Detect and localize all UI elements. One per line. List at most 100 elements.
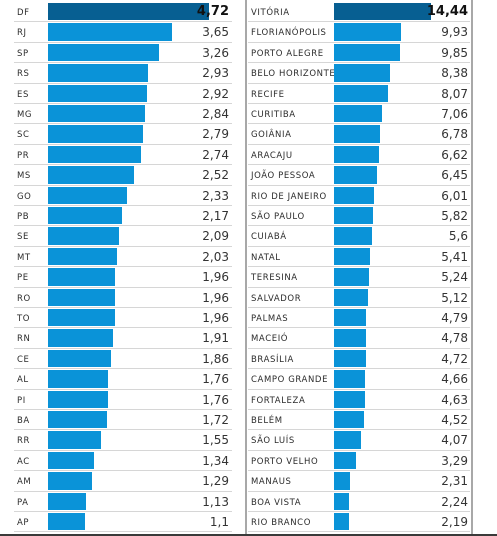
row-separator	[14, 62, 232, 63]
category-label: JOÃO PESSOA	[251, 171, 316, 182]
row-separator	[14, 531, 232, 532]
value-label: 2,79	[202, 127, 229, 142]
bar	[48, 288, 115, 306]
row-separator	[14, 205, 232, 206]
bar	[334, 349, 366, 368]
value-label: 6,45	[441, 168, 468, 183]
bar	[334, 247, 371, 266]
value-label: 1,34	[202, 453, 229, 468]
row-separator	[14, 144, 232, 145]
value-label: 3,65	[202, 25, 229, 40]
value-label: 2,92	[202, 86, 229, 101]
bar	[334, 105, 382, 123]
category-label: MS	[17, 171, 31, 182]
row-separator	[248, 389, 470, 390]
row-separator	[14, 491, 232, 492]
value-label: 6,78	[441, 127, 468, 142]
row-separator	[14, 266, 232, 267]
category-label: FLORIANÓPOLIS	[251, 28, 327, 39]
bar	[48, 370, 108, 388]
category-label: MT	[17, 252, 31, 263]
category-label: AM	[17, 477, 32, 488]
row-separator	[14, 123, 232, 124]
row-separator	[14, 225, 232, 226]
category-label: TERESINA	[251, 273, 298, 284]
row-separator	[248, 62, 470, 63]
value-label: 4,52	[441, 413, 468, 427]
row-separator	[248, 164, 470, 165]
row-separator	[248, 368, 470, 369]
bar	[334, 451, 357, 470]
bottom-border	[0, 534, 497, 536]
value-label: 2,84	[202, 107, 229, 121]
value-label: 2,09	[202, 229, 229, 244]
panel-divider	[245, 0, 247, 536]
category-label: MANAUS	[251, 477, 292, 488]
value-label: 2,31	[441, 474, 468, 489]
row-separator	[248, 103, 470, 104]
bar	[334, 43, 401, 62]
row-separator	[248, 225, 470, 226]
row-separator	[248, 348, 470, 349]
value-label: 1,76	[202, 392, 229, 407]
bar	[334, 125, 380, 143]
bar	[48, 492, 87, 510]
value-label: 4,72	[196, 4, 229, 19]
value-label: 1,91	[202, 331, 229, 346]
bar	[334, 431, 362, 449]
row-separator	[248, 21, 470, 22]
value-label: 1,55	[202, 433, 229, 448]
value-label: 2,52	[202, 168, 229, 183]
row-separator	[248, 123, 470, 124]
value-label: 2,93	[202, 66, 229, 81]
row-separator	[14, 429, 232, 430]
category-label: AP	[17, 518, 30, 528]
bar	[334, 3, 432, 21]
bar	[48, 43, 159, 62]
category-label: PORTO VELHO	[251, 456, 319, 467]
category-label: RJ	[17, 28, 27, 39]
bar	[48, 472, 92, 490]
category-label: TO	[17, 314, 31, 324]
bar	[334, 23, 401, 41]
row-separator	[248, 246, 470, 247]
value-label: 4,72	[441, 351, 468, 366]
bar	[334, 513, 349, 531]
category-label: RIO BRANCO	[251, 518, 311, 528]
row-separator	[14, 185, 232, 186]
category-label: NATAL	[251, 252, 281, 263]
bar	[334, 472, 350, 490]
row-separator	[248, 307, 470, 308]
row-separator	[248, 42, 470, 43]
value-label: 4,07	[441, 433, 468, 448]
row-separator	[14, 327, 232, 328]
row-separator	[14, 470, 232, 471]
panel-divider	[471, 0, 473, 536]
value-label: 5,41	[441, 249, 468, 264]
value-label: 1,76	[202, 372, 229, 387]
category-label: PALMAS	[251, 314, 289, 324]
bar	[334, 309, 367, 327]
row-separator	[14, 164, 232, 165]
bar	[334, 288, 369, 306]
row-separator	[14, 287, 232, 288]
row-separator	[248, 429, 470, 430]
category-label: SÃO LUÍS	[251, 436, 295, 447]
category-label: GO	[17, 191, 32, 202]
row-separator	[248, 287, 470, 288]
bar	[334, 84, 389, 102]
bar	[334, 186, 375, 204]
row-separator	[248, 266, 470, 267]
category-label: PR	[17, 150, 30, 161]
value-label: 6,01	[441, 188, 468, 203]
bar	[334, 329, 367, 347]
value-label: 5,12	[441, 290, 468, 305]
category-label: SÃO PAULO	[251, 212, 305, 222]
category-label: PA	[17, 497, 29, 508]
value-label: 1,29	[202, 474, 229, 489]
row-separator	[248, 409, 470, 410]
value-label: 1,1	[209, 515, 229, 529]
row-separator	[248, 185, 470, 186]
category-label: BA	[17, 416, 30, 426]
